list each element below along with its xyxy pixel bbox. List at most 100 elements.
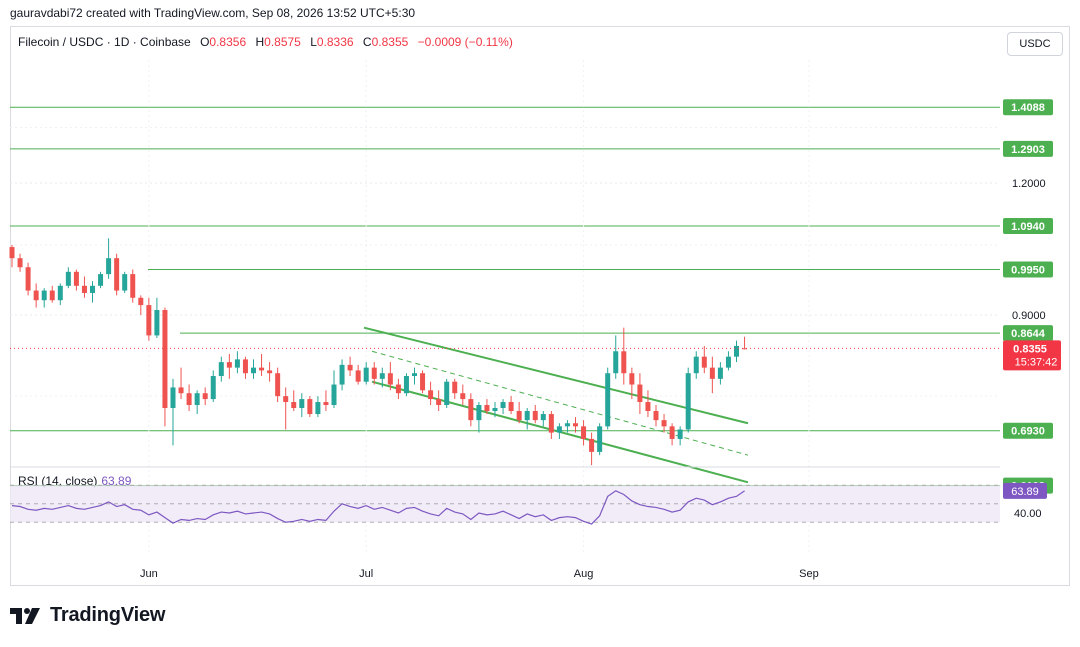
current-price-label: 0.8355 [1013,343,1047,355]
candle-body [725,356,731,368]
candle-body [532,411,538,421]
candle-body [57,285,63,301]
candle-body [178,387,184,394]
candle-body [315,402,321,415]
chart-frame [10,26,1070,586]
candle-body [154,310,160,336]
candle-body [637,384,643,403]
candle-body [395,384,401,394]
candle-body [226,362,232,368]
candle-body [146,305,152,336]
candle-body [65,271,71,286]
candle-body [202,393,208,400]
candle-body [138,297,144,306]
candle-body [484,405,490,412]
candle-body [516,411,522,421]
candle-body [428,390,434,400]
tradingview-logo-text: TradingView [50,604,166,626]
candle-body [436,399,442,406]
low-label: L [310,35,317,49]
candle-body [444,381,450,406]
currency-button[interactable]: USDC [1007,32,1063,56]
tradingview-logo-icon [10,607,40,624]
low-value: 0.8336 [316,35,354,49]
candle-body [661,420,667,427]
close-value: 0.8355 [371,35,409,49]
candle-body [347,364,353,371]
current-price-badge [1003,340,1061,371]
candle-body [234,359,240,368]
candle-body [283,396,289,403]
rsi-title: RSI (14, close) [18,474,98,488]
candle-body [210,376,216,400]
candle-body [500,402,506,409]
y-axis-tick-label: 1.2000 [1012,178,1046,190]
candle-body [339,364,345,385]
candle-body [331,384,337,406]
candle-body [693,356,699,374]
level-label: 1.2903 [1011,144,1045,156]
candle-body [363,367,369,382]
candle-body [701,356,707,368]
tradingview-logo[interactable]: TradingView [10,604,165,627]
candle-body [452,381,458,394]
candle-body [275,373,281,397]
candle-body [307,399,313,415]
candle-body [122,274,128,291]
candle-body [717,367,723,379]
level-label: 0.8644 [1011,328,1046,340]
level-label: 0.6930 [1011,426,1045,438]
candle-body [653,411,659,421]
candle-body [73,271,79,286]
close-label: C [362,35,372,49]
change-value: −0.0009 (−0.11%) [417,35,513,49]
candle-body [355,370,361,382]
candle-body [685,373,691,430]
candle-body [508,402,514,412]
candle-body [556,426,562,433]
channel-midline [371,350,749,456]
candle-body [251,367,256,374]
rsi-legend: RSI (14, close) 63.89 [18,474,131,488]
candle-body [589,438,595,452]
candle-body [41,290,47,301]
rsi-value-badge [1003,482,1047,499]
symbol-header: Filecoin / USDC · 1D · Coinbase O0.8356 … [18,35,513,49]
rsi-line [11,490,745,525]
candle-body [669,426,675,439]
channel-line [363,326,749,425]
candle-body [242,359,248,374]
candle-body [573,423,578,427]
candle-body [581,426,587,439]
candle-body [9,247,15,259]
level-badge [1003,422,1053,439]
candle-body [98,274,104,286]
candle-body [597,426,603,452]
candle-body [460,393,466,400]
candle-body [742,348,748,350]
candle-body [90,285,95,293]
candle-body [194,393,200,406]
level-badge [1003,140,1053,157]
open-value: 0.8356 [209,35,247,49]
symbol-title[interactable]: Filecoin / USDC · 1D · Coinbase [18,35,191,49]
rsi-axis-tick-label: 40.00 [1014,508,1042,520]
countdown-label: 15:37:42 [1015,356,1058,368]
level-label: 1.0940 [1011,221,1045,233]
candle-body [387,373,393,385]
candle-body [645,402,651,412]
open-label: O [200,35,210,49]
candle-body [162,310,168,409]
candle-body [734,345,739,357]
candle-body [17,258,23,268]
candle-body [379,373,385,379]
candle-body [25,267,31,291]
candle-body [548,414,554,433]
candle-body [476,405,482,421]
level-badge [1003,217,1053,234]
high-label: H [255,35,265,49]
x-axis-tick-label: Jul [359,568,373,580]
candle-body [468,399,474,421]
candle-body [218,362,224,377]
